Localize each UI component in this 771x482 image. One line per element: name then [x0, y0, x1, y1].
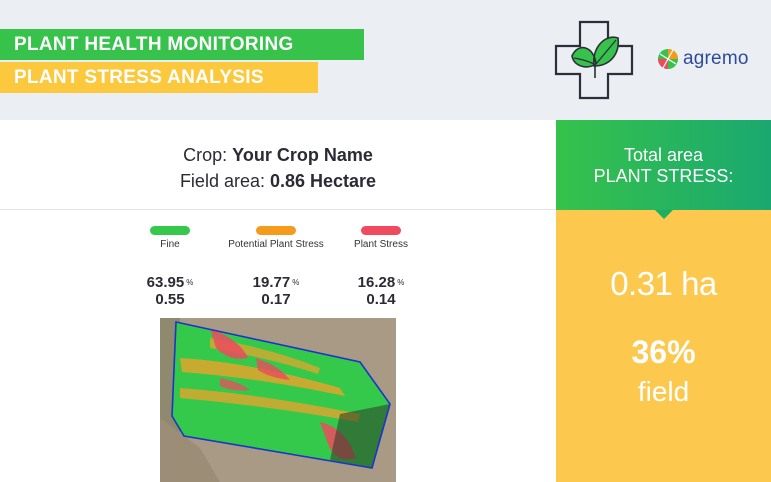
map-terrain-edge — [160, 418, 220, 482]
agremo-logo-text: agremo — [683, 48, 749, 69]
legend-plant-stress-percent: 16.28% — [357, 274, 405, 291]
legend-fine-hectares: 0.55 — [155, 291, 185, 308]
plant-health-cross-icon — [554, 20, 634, 100]
field-plant-stress-patch — [220, 378, 250, 391]
agremo-logo: agremo — [657, 44, 749, 74]
legend-plant-stress-swatch — [361, 226, 401, 235]
legend-potential-stress-swatch — [256, 226, 296, 235]
field-potential-stress-streak — [180, 358, 345, 396]
field-boundary — [171, 321, 391, 469]
crop-name: Your Crop Name — [232, 145, 373, 165]
crop-name-line: Crop: Your Crop Name — [0, 142, 556, 168]
agremo-logo-icon — [658, 49, 678, 69]
legend-plant-stress: Plant Stress 16.28% 0.14 — [331, 226, 431, 308]
field-plant-stress-patch — [210, 328, 248, 359]
legend-potential-stress-label: Potential Plant Stress — [228, 239, 324, 250]
legend-fine: Fine 63.95% 0.55 — [120, 226, 220, 308]
stress-percent-unit: field — [637, 376, 690, 407]
field-plant-stress-patch — [256, 358, 290, 380]
stress-area-value: 0.31 ha — [610, 265, 717, 302]
page-subtitle: PLANT STRESS ANALYSIS — [0, 62, 318, 93]
summary-pointer — [655, 210, 673, 219]
legend-fine-label: Fine — [160, 239, 180, 250]
summary-panel: Total area PLANT STRESS: 0.31 ha 36% fie… — [556, 120, 771, 482]
crop-label: Crop: — [183, 145, 233, 165]
summary-heading-line1: Total area — [623, 145, 704, 165]
legend-potential-stress-hectares: 0.17 — [261, 291, 291, 308]
summary-heading-line2: PLANT STRESS: — [593, 166, 734, 186]
legend-fine-percent: 63.95% — [146, 274, 194, 291]
summary-heading: Total area PLANT STRESS: — [556, 120, 771, 210]
legend-plant-stress-label: Plant Stress — [354, 239, 408, 250]
stress-percent-value: 36% — [631, 334, 696, 370]
legend-fine-swatch — [150, 226, 190, 235]
crop-info: Crop: Your Crop Name Field area: 0.86 He… — [0, 120, 556, 210]
page-title: PLANT HEALTH MONITORING — [0, 29, 364, 60]
legend-potential-stress-percent: 19.77% — [252, 274, 300, 291]
field-shadow — [330, 404, 390, 468]
field-stress-map — [160, 318, 396, 482]
field-area-line: Field area: 0.86 Hectare — [0, 168, 556, 194]
header-area: PLANT HEALTH MONITORING PLANT STRESS ANA… — [0, 0, 771, 120]
field-potential-stress-streak — [180, 388, 360, 422]
legend-potential-stress: Potential Plant Stress 19.77% 0.17 — [226, 226, 326, 308]
field-area-value: 0.86 Hectare — [269, 171, 377, 191]
field-area-label: Field area: — [179, 171, 270, 191]
legend-plant-stress-hectares: 0.14 — [366, 291, 396, 308]
